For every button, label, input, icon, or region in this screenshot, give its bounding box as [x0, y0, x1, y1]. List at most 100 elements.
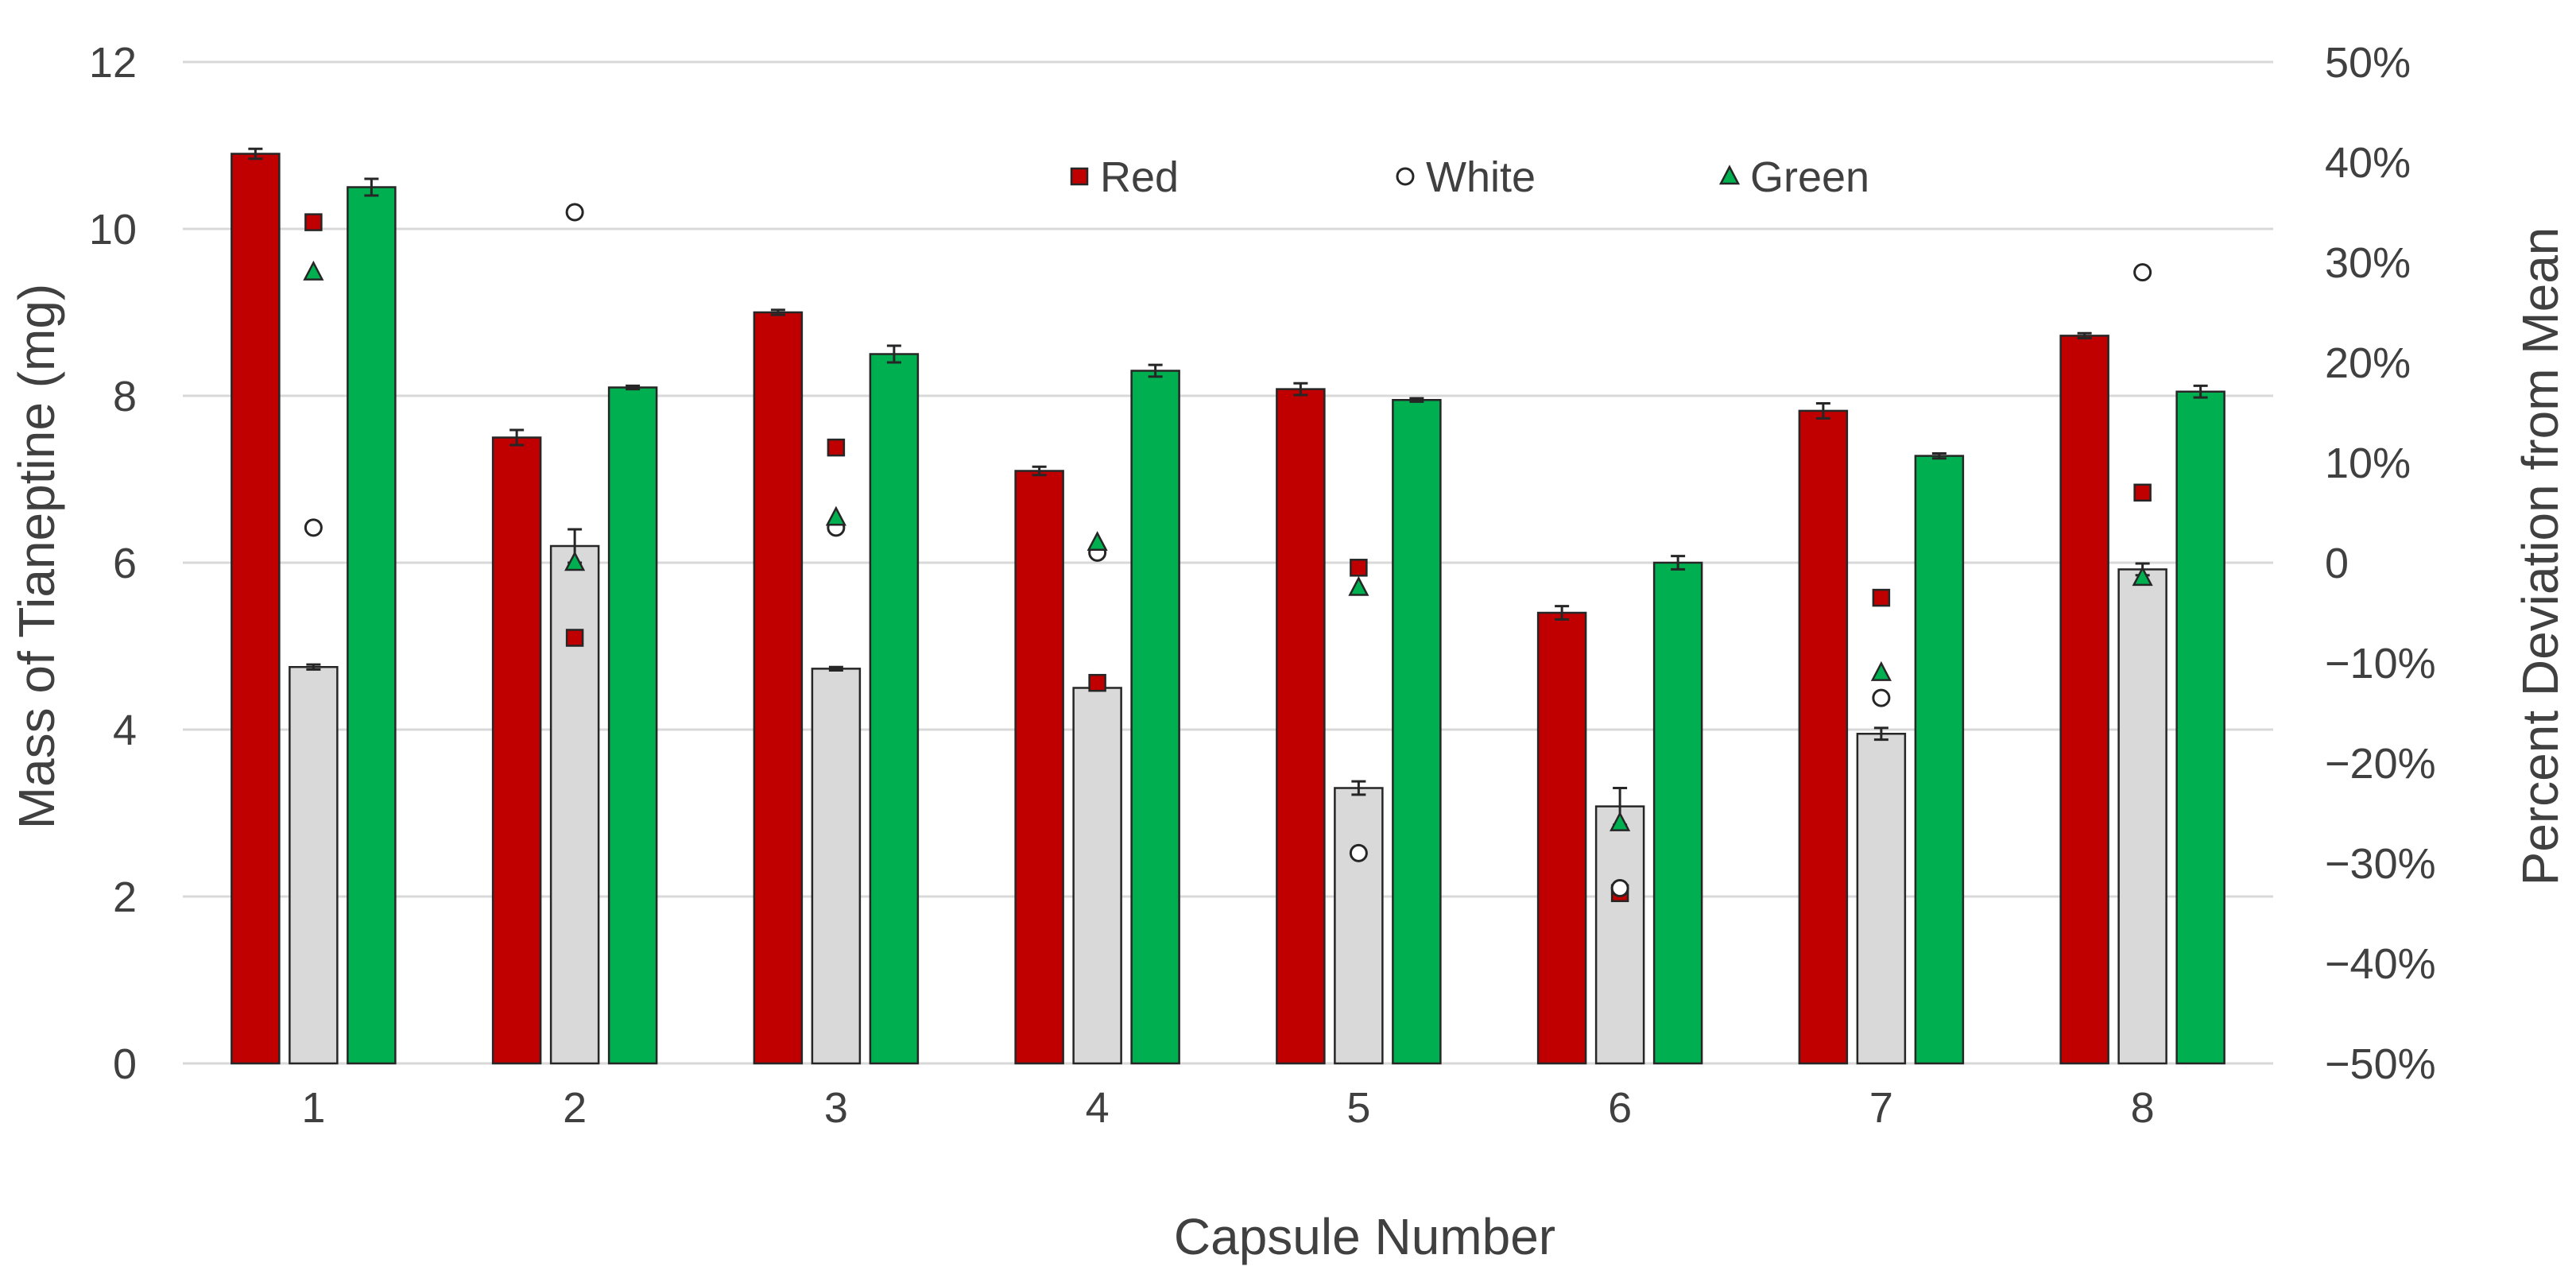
y2-tick-label: 30%	[2325, 239, 2411, 287]
bar-white	[811, 668, 862, 1065]
deviation-marker-green	[1348, 575, 1369, 596]
deviation-marker-white	[2133, 263, 2152, 282]
x-axis-title: Capsule Number	[1174, 1208, 1555, 1265]
legend: Red White Green	[1070, 153, 1869, 201]
legend-marker-green	[1718, 165, 1741, 185]
legend-marker-red	[1070, 167, 1089, 186]
bar-green	[869, 353, 920, 1065]
legend-marker-white	[1396, 167, 1415, 186]
legend-label-green: Green	[1750, 153, 1869, 201]
y2-tick-label: 50%	[2325, 39, 2411, 87]
bar-white	[1072, 687, 1122, 1065]
error-bar	[1032, 465, 1047, 477]
error-bar	[1293, 381, 1308, 397]
deviation-marker-green	[825, 505, 846, 526]
y-tick-label: 10	[89, 206, 137, 254]
legend-label-red: Red	[1100, 153, 1179, 201]
x-tick-label: 2	[563, 1084, 587, 1132]
deviation-marker-white	[1872, 688, 1891, 707]
deviation-marker-white	[304, 518, 323, 537]
y-tick-label: 8	[113, 373, 137, 420]
error-bar	[2077, 331, 2092, 340]
bar-green	[1652, 561, 1703, 1065]
deviation-marker-red	[827, 438, 846, 457]
x-tick-label: 3	[824, 1084, 848, 1132]
y-axis-title: Mass of Tianeptine (mg)	[8, 284, 65, 830]
error-bar	[770, 308, 785, 316]
bar-green	[607, 386, 658, 1065]
x-axis-ticks: 1 2 3 4 5 6 7 8	[301, 1084, 2154, 1132]
x-tick-label: 7	[1869, 1084, 1893, 1132]
bar-green	[1914, 455, 1965, 1065]
deviation-marker-green	[1610, 811, 1631, 831]
x-tick-label: 6	[1608, 1084, 1632, 1132]
deviation-marker-green	[1870, 660, 1892, 681]
deviation-marker-red	[2133, 483, 2152, 502]
error-bar	[1671, 555, 1686, 571]
deviation-marker-red	[1088, 673, 1106, 692]
error-bar	[1351, 780, 1366, 796]
bar-white	[549, 544, 600, 1065]
deviation-marker-white	[1349, 843, 1368, 862]
error-bar	[1873, 726, 1888, 742]
x-tick-label: 1	[301, 1084, 325, 1132]
bar-green	[1392, 399, 1442, 1065]
bar-red	[1798, 409, 1849, 1065]
y2-axis-title: Percent Deviation from Mean	[2512, 227, 2569, 886]
error-bar	[509, 428, 525, 447]
y2-tick-label: 40%	[2325, 139, 2411, 187]
y2-tick-label: −30%	[2325, 840, 2436, 888]
error-bar	[306, 663, 321, 671]
x-tick-label: 5	[1346, 1084, 1370, 1132]
deviation-marker-green	[564, 551, 586, 571]
bar-red	[2059, 335, 2109, 1065]
deviation-marker-white	[1610, 879, 1629, 897]
deviation-marker-green	[1087, 531, 1108, 552]
error-bar	[1148, 363, 1163, 378]
deviation-marker-red	[565, 629, 584, 647]
bar-red	[1014, 470, 1064, 1065]
bar-white	[1594, 805, 1645, 1065]
y-tick-label: 4	[113, 707, 137, 754]
deviation-marker-green	[2132, 566, 2153, 587]
error-bar	[1931, 451, 1947, 460]
x-tick-label: 8	[2131, 1084, 2155, 1132]
y2-tick-label: 0	[2325, 540, 2349, 587]
error-bars	[248, 147, 2208, 827]
y2-axis-ticks: −50% −40% −30% −20% −10% 0 10% 20% 30% 40% 50%	[2325, 39, 2436, 1088]
y2-tick-label: −20%	[2325, 740, 2436, 788]
bar-red	[1536, 611, 1587, 1065]
y-tick-label: 2	[113, 873, 137, 921]
error-bar	[1409, 397, 1424, 403]
legend-label-white: White	[1426, 153, 1536, 201]
bar-white	[1856, 733, 1907, 1065]
bar-white	[289, 666, 339, 1065]
y2-tick-label: −10%	[2325, 640, 2436, 687]
deviation-marker-white	[565, 203, 584, 222]
error-bar	[828, 665, 843, 672]
deviation-marker-green	[303, 260, 324, 281]
deviation-marker-red	[1872, 588, 1891, 607]
y-tick-label: 0	[113, 1040, 137, 1088]
y2-tick-label: 20%	[2325, 339, 2411, 387]
error-bar	[1815, 401, 1830, 420]
x-tick-label: 4	[1086, 1084, 1110, 1132]
bar-white	[1334, 787, 1384, 1065]
bars	[230, 153, 2225, 1065]
bar-green	[347, 186, 397, 1065]
bar-red	[491, 436, 542, 1065]
error-bar	[626, 384, 641, 391]
bar-green	[1130, 370, 1180, 1065]
error-bar	[2193, 384, 2208, 399]
bar-red	[753, 311, 804, 1065]
bar-red	[230, 153, 281, 1065]
deviation-marker-red	[1350, 559, 1368, 577]
y-axis-ticks: 0 2 4 6 8 10 12	[89, 39, 137, 1088]
y2-tick-label: −50%	[2325, 1040, 2436, 1088]
y-tick-label: 12	[89, 39, 137, 87]
error-bar	[886, 344, 901, 364]
error-bar	[1555, 605, 1570, 621]
deviation-marker-red	[304, 213, 323, 231]
deviation-markers	[303, 203, 2153, 903]
